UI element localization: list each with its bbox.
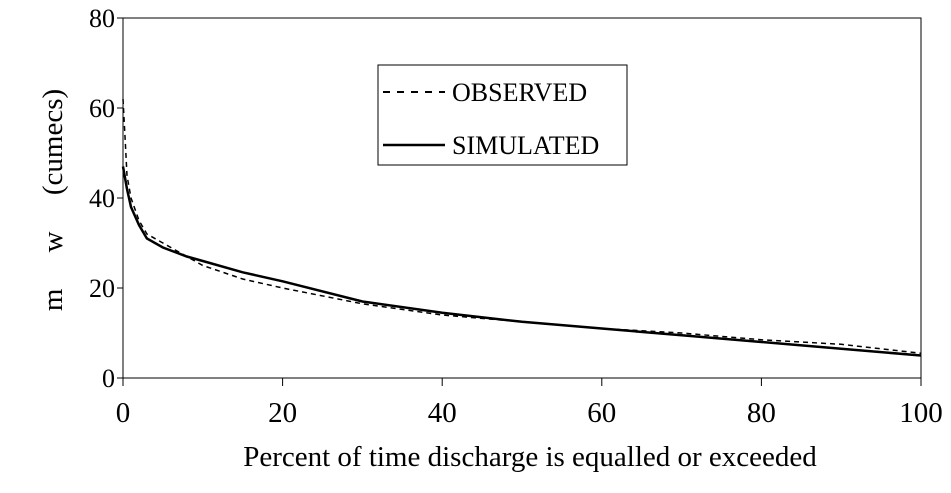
x-tick-label: 100: [899, 397, 943, 429]
legend-box: [377, 64, 628, 166]
series-line: [122, 98, 922, 355]
y-tick-label: 20: [89, 274, 115, 303]
x-tick-label: 40: [428, 397, 457, 429]
x-tick-label: 80: [747, 397, 776, 429]
x-tick-label: 0: [116, 397, 131, 429]
series-line: [121, 166, 922, 357]
x-axis-label: Percent of time discharge is equalled or…: [243, 441, 817, 473]
legend-label: SIMULATED: [452, 131, 599, 160]
y-tick-label: 60: [89, 94, 115, 123]
x-tick-label: 20: [268, 397, 297, 429]
y-tick-label: 40: [89, 184, 115, 213]
x-tick-label: 60: [587, 397, 616, 429]
y-axis-label: m w (cumecs): [37, 89, 69, 311]
y-tick-label: 80: [89, 4, 115, 33]
y-tick-label: 0: [102, 364, 115, 393]
legend-label: OBSERVED: [452, 78, 587, 107]
